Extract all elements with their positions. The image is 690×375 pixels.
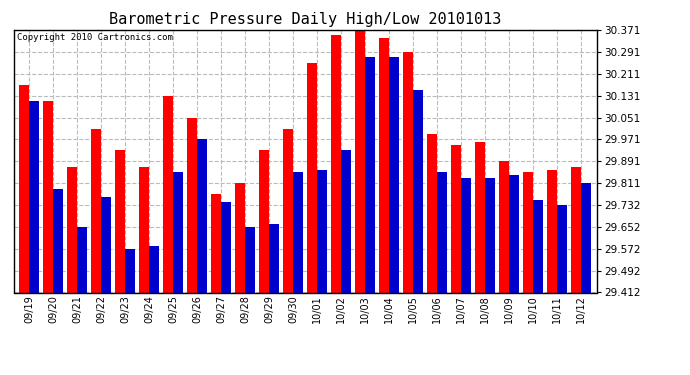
Bar bbox=[139, 167, 149, 292]
Bar bbox=[437, 172, 447, 292]
Bar bbox=[197, 140, 208, 292]
Bar bbox=[43, 101, 53, 292]
Title: Barometric Pressure Daily High/Low 20101013: Barometric Pressure Daily High/Low 20101… bbox=[109, 12, 502, 27]
Bar bbox=[293, 172, 304, 292]
Bar bbox=[485, 178, 495, 292]
Bar bbox=[475, 142, 485, 292]
Bar bbox=[187, 118, 197, 292]
Bar bbox=[547, 170, 558, 292]
Bar bbox=[269, 224, 279, 292]
Bar bbox=[462, 178, 471, 292]
Bar bbox=[53, 189, 63, 292]
Text: Copyright 2010 Cartronics.com: Copyright 2010 Cartronics.com bbox=[17, 33, 172, 42]
Bar bbox=[126, 249, 135, 292]
Bar bbox=[427, 134, 437, 292]
Bar bbox=[365, 57, 375, 292]
Bar bbox=[91, 129, 101, 292]
Bar bbox=[523, 172, 533, 292]
Bar bbox=[235, 183, 246, 292]
Bar bbox=[355, 30, 365, 292]
Bar bbox=[173, 172, 184, 292]
Bar bbox=[259, 150, 269, 292]
Bar bbox=[403, 52, 413, 292]
Bar bbox=[581, 183, 591, 292]
Bar bbox=[149, 246, 159, 292]
Bar bbox=[19, 85, 30, 292]
Bar bbox=[246, 227, 255, 292]
Bar bbox=[342, 150, 351, 292]
Bar bbox=[389, 57, 400, 292]
Bar bbox=[101, 197, 112, 292]
Bar bbox=[451, 145, 462, 292]
Bar bbox=[115, 150, 126, 292]
Bar bbox=[533, 200, 543, 292]
Bar bbox=[307, 63, 317, 292]
Bar bbox=[164, 96, 173, 292]
Bar bbox=[509, 175, 520, 292]
Bar bbox=[30, 101, 39, 292]
Bar bbox=[211, 194, 221, 292]
Bar bbox=[499, 161, 509, 292]
Bar bbox=[380, 38, 389, 292]
Bar bbox=[317, 170, 327, 292]
Bar bbox=[331, 36, 342, 292]
Bar bbox=[413, 90, 424, 292]
Bar bbox=[284, 129, 293, 292]
Bar bbox=[221, 202, 231, 292]
Bar bbox=[558, 205, 567, 292]
Bar bbox=[68, 167, 77, 292]
Bar bbox=[571, 167, 581, 292]
Bar bbox=[77, 227, 88, 292]
